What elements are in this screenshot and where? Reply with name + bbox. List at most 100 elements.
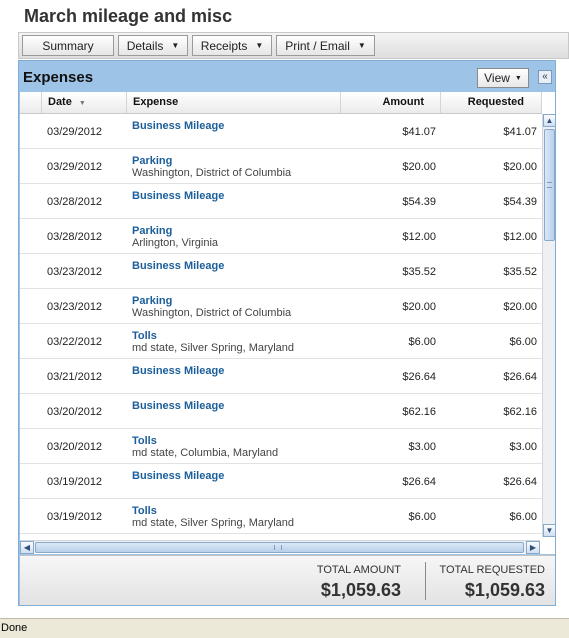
row-date: 03/19/2012 (47, 511, 103, 523)
row-expense-title[interactable]: Tolls (132, 330, 157, 342)
grid-header: Date ▼ Expense Amount Requested (20, 92, 542, 114)
row-date: 03/20/2012 (47, 406, 103, 418)
row-requested: $62.16 (503, 406, 537, 418)
row-amount: $26.64 (402, 371, 436, 383)
chevron-down-icon: ▼ (255, 41, 264, 50)
toolbar: Summary Details ▼ Receipts ▼ Print / Ema… (18, 32, 569, 59)
row-expense-location: md state, Columbia, Maryland (132, 447, 279, 459)
row-requested: $6.00 (509, 336, 537, 348)
scroll-right-icon[interactable]: ▶ (526, 541, 540, 554)
receipts-button[interactable]: Receipts ▼ (192, 35, 272, 56)
table-row[interactable]: 03/22/2012 Tolls md state, Silver Spring… (20, 324, 542, 359)
table-row[interactable]: 03/20/2012 Tolls md state, Columbia, Mar… (20, 429, 542, 464)
row-requested: $35.52 (503, 266, 537, 278)
row-date: 03/20/2012 (47, 441, 103, 453)
view-button[interactable]: View ▼ (477, 68, 529, 88)
row-requested: $26.64 (503, 371, 537, 383)
grip-icon (547, 182, 552, 188)
row-expense-title[interactable]: Business Mileage (132, 260, 225, 272)
row-expense-title[interactable]: Business Mileage (132, 470, 225, 482)
grip-icon (274, 545, 282, 550)
print-email-label: Print / Email (285, 38, 350, 53)
row-expense-title[interactable]: Tolls (132, 505, 157, 517)
table-row[interactable]: 03/23/2012 Business Mileage $35.52 $35.5… (20, 254, 542, 289)
row-expense-location: Washington, District of Columbia (132, 307, 292, 319)
table-row[interactable]: 03/29/2012 Business Mileage $41.07 $41.0… (20, 114, 542, 149)
row-amount: $35.52 (402, 266, 436, 278)
expenses-grid: Date ▼ Expense Amount Requested 03/29/20… (20, 92, 555, 554)
table-row[interactable]: 03/20/2012 Business Mileage $62.16 $62.1… (20, 394, 542, 429)
row-amount: $41.07 (402, 126, 436, 138)
summary-button[interactable]: Summary (22, 35, 114, 56)
scroll-up-icon[interactable]: ▲ (543, 114, 555, 127)
row-amount: $62.16 (402, 406, 436, 418)
row-expense-title[interactable]: Business Mileage (132, 190, 225, 202)
table-row[interactable]: 03/29/2012 Parking Washington, District … (20, 149, 542, 184)
totals-bar: TOTAL AMOUNT $1,059.63 TOTAL REQUESTED $… (20, 555, 555, 605)
table-row[interactable]: 03/23/2012 Parking Washington, District … (20, 289, 542, 324)
row-expense-title[interactable]: Business Mileage (132, 120, 225, 132)
row-date: 03/23/2012 (47, 266, 103, 278)
horizontal-scroll-thumb[interactable] (35, 542, 524, 553)
expenses-panel: Expenses View ▼ « Date ▼ Expense Amount … (18, 60, 556, 606)
summary-label: Summary (42, 38, 94, 53)
table-row[interactable]: 03/19/2012 Business Mileage $26.64 $26.6… (20, 464, 542, 499)
column-header-amount[interactable]: Amount (340, 92, 440, 113)
row-amount: $26.64 (402, 476, 436, 488)
row-date: 03/29/2012 (47, 161, 103, 173)
row-requested: $26.64 (503, 476, 537, 488)
row-expense-title[interactable]: Parking (132, 295, 173, 307)
row-date: 03/21/2012 (47, 371, 103, 383)
row-amount: $54.39 (402, 196, 436, 208)
column-header-expense[interactable]: Expense (126, 92, 340, 113)
row-date: 03/29/2012 (47, 126, 103, 138)
print-email-button[interactable]: Print / Email ▼ (276, 35, 375, 56)
table-row[interactable]: 03/28/2012 Parking Arlington, Virginia $… (20, 219, 542, 254)
collapse-panel-button[interactable]: « (538, 70, 552, 84)
vertical-scroll-thumb[interactable] (544, 129, 555, 241)
row-expense-location: Arlington, Virginia (132, 237, 219, 249)
status-bar: Done (0, 618, 569, 638)
row-date: 03/22/2012 (47, 336, 103, 348)
vertical-scrollbar[interactable]: ▲ ▼ (542, 114, 555, 537)
chevron-down-icon: ▼ (514, 74, 522, 82)
row-amount: $6.00 (408, 511, 436, 523)
row-amount: $20.00 (402, 301, 436, 313)
total-requested-value: $1,059.63 (464, 580, 545, 600)
receipts-label: Receipts (200, 38, 248, 53)
table-row[interactable]: 03/19/2012 Tolls md state, Silver Spring… (20, 499, 542, 534)
row-date: 03/23/2012 (47, 301, 103, 313)
table-row[interactable]: 03/21/2012 Business Mileage $26.64 $26.6… (20, 359, 542, 394)
row-expense-title[interactable]: Business Mileage (132, 365, 225, 377)
column-header-requested[interactable]: Requested (440, 92, 542, 113)
scroll-down-icon[interactable]: ▼ (543, 524, 555, 537)
total-amount-label: TOTAL AMOUNT (316, 564, 401, 576)
row-date: 03/28/2012 (47, 231, 103, 243)
row-requested: $3.00 (509, 441, 537, 453)
row-amount: $3.00 (408, 441, 436, 453)
chevron-down-icon: ▼ (357, 41, 366, 50)
column-header-date[interactable]: Date ▼ (41, 92, 126, 113)
row-requested: $41.07 (503, 126, 537, 138)
row-expense-location: Washington, District of Columbia (132, 167, 292, 179)
row-requested: $20.00 (503, 301, 537, 313)
row-date: 03/19/2012 (47, 476, 103, 488)
details-label: Details (126, 38, 164, 53)
row-date: 03/28/2012 (47, 196, 103, 208)
row-expense-title[interactable]: Business Mileage (132, 400, 225, 412)
row-amount: $12.00 (402, 231, 436, 243)
horizontal-scrollbar[interactable]: ◀ ▶ (20, 540, 540, 554)
table-row[interactable]: 03/28/2012 Business Mileage $54.39 $54.3… (20, 184, 542, 219)
scroll-left-icon[interactable]: ◀ (20, 541, 34, 554)
row-expense-title[interactable]: Tolls (132, 435, 157, 447)
details-button[interactable]: Details ▼ (118, 35, 188, 56)
row-requested: $12.00 (503, 231, 537, 243)
row-expense-location: md state, Silver Spring, Maryland (132, 517, 295, 529)
total-requested-label: TOTAL REQUESTED (439, 564, 545, 576)
totals-divider (425, 562, 426, 600)
page-title: March mileage and misc (24, 6, 233, 26)
sort-descending-icon: ▼ (78, 100, 86, 107)
row-requested: $6.00 (509, 511, 537, 523)
row-expense-title[interactable]: Parking (132, 155, 173, 167)
row-expense-title[interactable]: Parking (132, 225, 173, 237)
